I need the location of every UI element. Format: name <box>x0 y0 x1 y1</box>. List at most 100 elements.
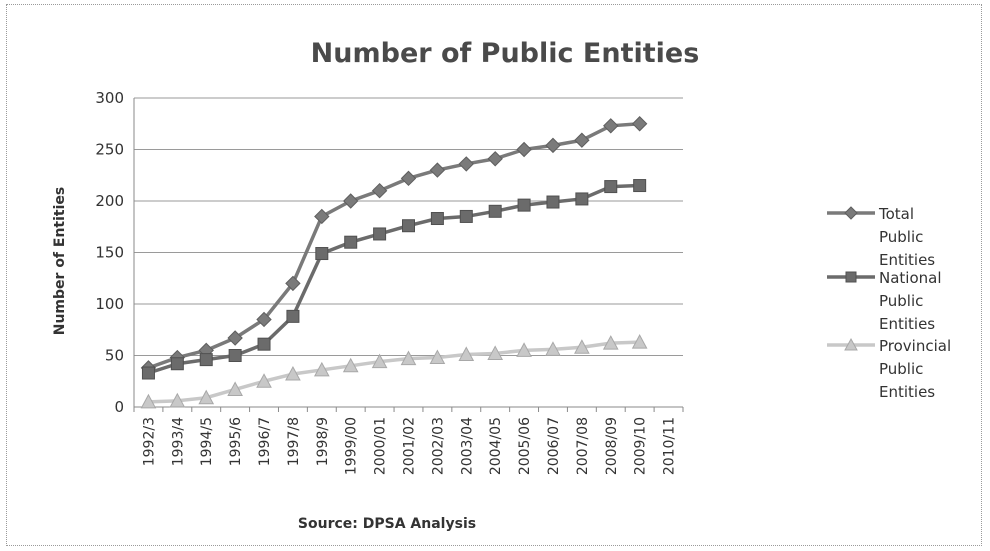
data-point-square <box>546 195 560 209</box>
y-tick-label: 300 <box>95 89 124 107</box>
data-point-triangle <box>313 361 330 377</box>
x-tick-label: 1992/3 <box>141 417 157 466</box>
data-point-diamond <box>844 206 858 220</box>
y-tick-label: 0 <box>114 398 124 416</box>
x-tick-label: 1998/9 <box>315 417 331 466</box>
source-note: Source: DPSA Analysis <box>298 516 476 532</box>
x-tick-label: 1995/6 <box>228 417 244 466</box>
data-point-diamond <box>429 162 446 178</box>
data-point-square <box>286 309 300 323</box>
data-point-square <box>170 357 184 371</box>
data-point-diamond <box>314 208 330 225</box>
series-line <box>148 340 640 404</box>
chart-title: Number of Public Entities <box>311 38 700 69</box>
data-point-square <box>633 179 647 193</box>
data-point-square <box>575 192 589 206</box>
legend: Total Public Entities National Public Entitie… <box>827 205 951 401</box>
data-point-diamond <box>487 151 503 167</box>
data-point-diamond <box>343 193 359 209</box>
data-point-diamond <box>574 132 590 148</box>
data-point-diamond <box>256 311 272 328</box>
data-point-triangle <box>371 353 388 369</box>
legend-entry: Provincial Public Entities <box>827 337 951 401</box>
data-point-triangle <box>169 392 186 408</box>
y-tick-label: 100 <box>95 295 124 313</box>
y-tick-label: 50 <box>105 347 124 365</box>
data-point-triangle <box>256 373 272 388</box>
x-tick-label: 2009/10 <box>633 417 649 475</box>
data-point-square <box>517 198 531 212</box>
series-diamond <box>140 116 648 376</box>
x-tick-label: 2001/02 <box>402 417 418 475</box>
data-point-diamond <box>400 170 417 187</box>
data-point-triangle <box>602 335 619 350</box>
x-tick-label: 2003/04 <box>459 417 475 475</box>
legend-label: Provincial <box>879 337 951 355</box>
x-tick-label: 2010/11 <box>662 417 678 475</box>
legend-label: Public <box>879 228 923 246</box>
data-point-square <box>459 209 473 223</box>
data-point-diamond <box>516 141 532 158</box>
x-tick-label: 1997/8 <box>286 417 302 466</box>
x-tick-label: 2004/05 <box>488 417 504 475</box>
y-tick-label: 250 <box>95 141 124 159</box>
data-point-triangle <box>400 350 417 366</box>
data-point-triangle <box>631 334 648 349</box>
data-point-triangle <box>574 339 590 354</box>
data-point-square <box>228 349 242 362</box>
data-point-square <box>845 271 857 283</box>
data-point-square <box>604 180 618 194</box>
data-point-triangle <box>227 381 243 396</box>
x-tick-label: 2008/09 <box>604 417 620 475</box>
data-point-triangle <box>140 393 157 409</box>
legend-label: Total <box>878 205 914 223</box>
data-point-diamond <box>371 182 388 199</box>
data-point-diamond <box>545 137 561 154</box>
data-point-triangle <box>516 342 532 357</box>
x-tick-label: 1999/00 <box>344 417 360 475</box>
data-point-diamond <box>285 275 301 292</box>
data-point-square <box>488 204 502 218</box>
y-axis-label: Number of Entities <box>52 187 68 336</box>
legend-label: Public <box>879 292 923 310</box>
y-tick-label: 200 <box>95 192 124 210</box>
series-line <box>147 122 640 370</box>
series-square <box>141 179 647 380</box>
data-point-square <box>402 219 415 233</box>
data-point-diamond <box>603 118 619 134</box>
legend-label: Entities <box>879 315 935 333</box>
legend-label: National <box>879 269 942 287</box>
data-point-triangle <box>545 341 561 356</box>
data-point-diamond <box>227 330 243 346</box>
data-point-diamond <box>631 116 648 132</box>
x-tick-label: 1993/4 <box>170 417 186 466</box>
data-point-diamond <box>458 156 474 172</box>
data-point-square <box>141 366 155 380</box>
series-layer <box>140 116 648 409</box>
data-point-square <box>430 212 444 226</box>
data-point-triangle <box>429 349 446 365</box>
y-tick-label: 150 <box>95 244 124 262</box>
legend-label: Entities <box>879 383 935 401</box>
legend-entry: Total Public Entities <box>827 205 935 269</box>
x-tick-label: 2007/08 <box>575 417 591 475</box>
data-point-square <box>344 235 358 249</box>
data-point-triangle <box>342 357 359 373</box>
data-point-triangle <box>844 337 858 351</box>
axes: 0 50 100 150 200 250 300 1992/3 1993/4 1994/5 1995… <box>95 89 684 475</box>
chart-container: Number of Public Entities Number of Enti… <box>6 4 982 546</box>
x-tick-label: 2006/07 <box>546 417 562 475</box>
data-point-triangle <box>487 345 504 360</box>
x-tick-label: 2000/01 <box>373 417 389 475</box>
legend-entry: National Public Entities <box>827 269 942 333</box>
x-tick-label: 2002/03 <box>430 417 446 475</box>
data-point-triangle <box>198 389 215 405</box>
x-tick-label: 1994/5 <box>199 417 215 466</box>
data-point-triangle <box>285 365 301 381</box>
data-point-square <box>199 353 213 367</box>
data-point-triangle <box>458 346 475 361</box>
line-chart: Number of Public Entities Number of Enti… <box>52 38 951 532</box>
data-point-square <box>373 227 387 241</box>
legend-label: Public <box>879 360 923 378</box>
series-triangle <box>140 334 648 409</box>
